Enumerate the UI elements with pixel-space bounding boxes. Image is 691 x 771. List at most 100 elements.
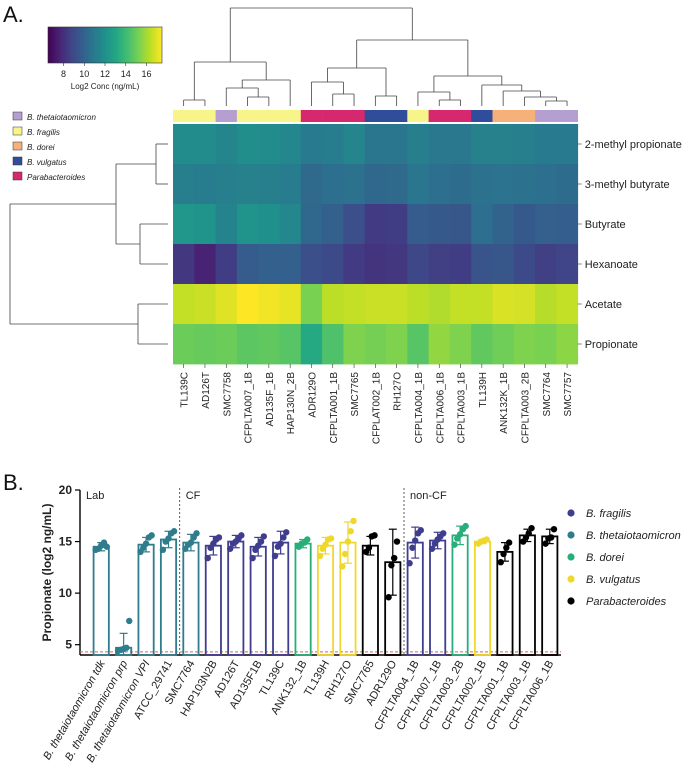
heatmap-cell — [449, 284, 472, 325]
data-point — [159, 546, 167, 554]
heatmap-cell — [215, 244, 238, 285]
legend-label: B. vulgatus — [27, 158, 67, 167]
data-point — [542, 540, 549, 547]
group-strip-cell — [407, 110, 429, 122]
heatmap-cell — [428, 164, 451, 205]
data-point — [390, 554, 398, 562]
group-strip-cell — [343, 110, 365, 122]
colorbar-tick-label: 12 — [100, 69, 110, 79]
legend-marker — [567, 575, 575, 583]
legend-swatch — [12, 111, 23, 121]
colorbar-tick-label: 10 — [79, 69, 89, 79]
bar — [361, 544, 379, 656]
heatmap-cell — [258, 164, 280, 205]
column-label: CFPLTA003_1B — [457, 372, 468, 444]
data-point — [226, 545, 234, 552]
heatmap-cell — [535, 284, 557, 325]
heatmap-cell — [407, 324, 429, 365]
data-point — [341, 550, 349, 558]
section-label: non-CF — [410, 490, 447, 502]
data-point — [249, 554, 256, 562]
heatmap-cell — [449, 244, 472, 285]
group-strip-cell — [279, 110, 302, 122]
heatmap-cell — [322, 284, 344, 325]
heatmap-cell — [258, 324, 280, 365]
data-point — [503, 544, 510, 551]
bar — [473, 540, 492, 656]
bar — [272, 541, 290, 656]
group-strip-cell — [194, 110, 216, 122]
heatmap-cell — [471, 164, 493, 205]
legend-label: Parabacteroides — [586, 596, 667, 608]
heatmap-cell — [449, 164, 472, 205]
bar — [227, 540, 245, 656]
heatmap-cell — [215, 284, 238, 325]
bar — [92, 545, 110, 656]
data-point — [412, 537, 419, 544]
data-point — [483, 536, 490, 543]
heatmap-cell — [236, 204, 259, 245]
heatmap-cell — [364, 324, 387, 365]
colorbar-tick-label: 14 — [121, 69, 131, 79]
legend-label: B. dorei — [27, 143, 55, 152]
group-strip-cell — [258, 110, 280, 122]
data-point — [550, 525, 558, 533]
heatmap-cell — [513, 204, 536, 245]
legend-swatch — [12, 126, 23, 136]
data-point — [462, 522, 469, 530]
heatmap-cell — [449, 324, 472, 365]
heatmap-cell — [492, 164, 515, 205]
legend-swatch — [12, 156, 23, 166]
bar — [316, 544, 335, 656]
group-strip-cell — [449, 110, 472, 122]
heatmap-cell — [194, 164, 216, 205]
data-point — [327, 535, 335, 542]
data-point — [344, 538, 352, 545]
group-strip-cell — [236, 110, 259, 122]
legend-label: B. thetaiotaomicron — [27, 113, 96, 122]
heatmap-cell — [236, 244, 259, 285]
heatmap-cell — [279, 244, 302, 285]
heatmap-cell — [300, 124, 323, 165]
heatmap-cell — [194, 244, 216, 285]
data-point — [204, 554, 211, 562]
heatmap-cell — [343, 204, 366, 245]
y-axis-title: Propionate (log2 ng/mL) — [40, 504, 54, 642]
heatmap-cell — [492, 284, 515, 325]
heatmap-cell — [556, 124, 579, 165]
column-label: AD126T — [201, 372, 212, 409]
heatmap-cell — [428, 284, 451, 325]
heatmap-cell — [556, 204, 579, 245]
heatmap-cell — [428, 204, 451, 245]
group-strip-cell — [322, 110, 344, 122]
heatmap-cell — [343, 124, 366, 165]
data-point — [385, 594, 392, 601]
data-point — [406, 560, 413, 567]
column-label: CFPLTA003_2B — [520, 372, 531, 444]
heatmap-cell — [513, 164, 536, 205]
heatmap-cell — [428, 244, 451, 285]
data-point — [271, 552, 279, 560]
data-point — [277, 540, 284, 547]
heatmap-cell — [322, 244, 344, 285]
section-label: CF — [186, 490, 201, 502]
bar-chart: 5 10 15 20 Propionate (log2 ng/mL) Lab CF non-C… — [40, 483, 681, 765]
data-point — [456, 531, 464, 538]
heatmap-cell — [471, 204, 493, 245]
heatmap-cell — [535, 124, 557, 165]
heatmap-cell — [258, 244, 280, 285]
group-strip-cell — [471, 110, 493, 122]
group-strip-cell — [492, 110, 515, 122]
data-point — [165, 535, 172, 542]
heatmap-cell — [386, 164, 408, 205]
heatmap-cell — [279, 284, 302, 325]
legend-marker — [567, 597, 575, 605]
heatmap-cell — [236, 284, 259, 325]
y-tick-label: 5 — [65, 638, 72, 652]
column-label: SMC7765 — [350, 372, 361, 417]
legend-label: B. fragilis — [27, 128, 60, 137]
heatmap-cell — [173, 244, 195, 285]
column-label: RH127O — [393, 372, 404, 411]
